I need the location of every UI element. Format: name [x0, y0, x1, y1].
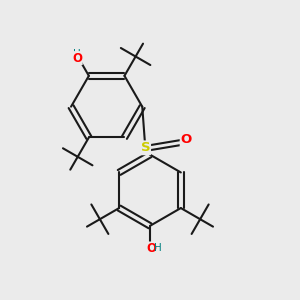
- Text: O: O: [181, 133, 192, 146]
- Text: S: S: [140, 141, 150, 154]
- Text: O: O: [146, 242, 157, 255]
- Text: H: H: [154, 244, 161, 254]
- Text: H: H: [74, 49, 81, 59]
- Text: O: O: [72, 52, 82, 64]
